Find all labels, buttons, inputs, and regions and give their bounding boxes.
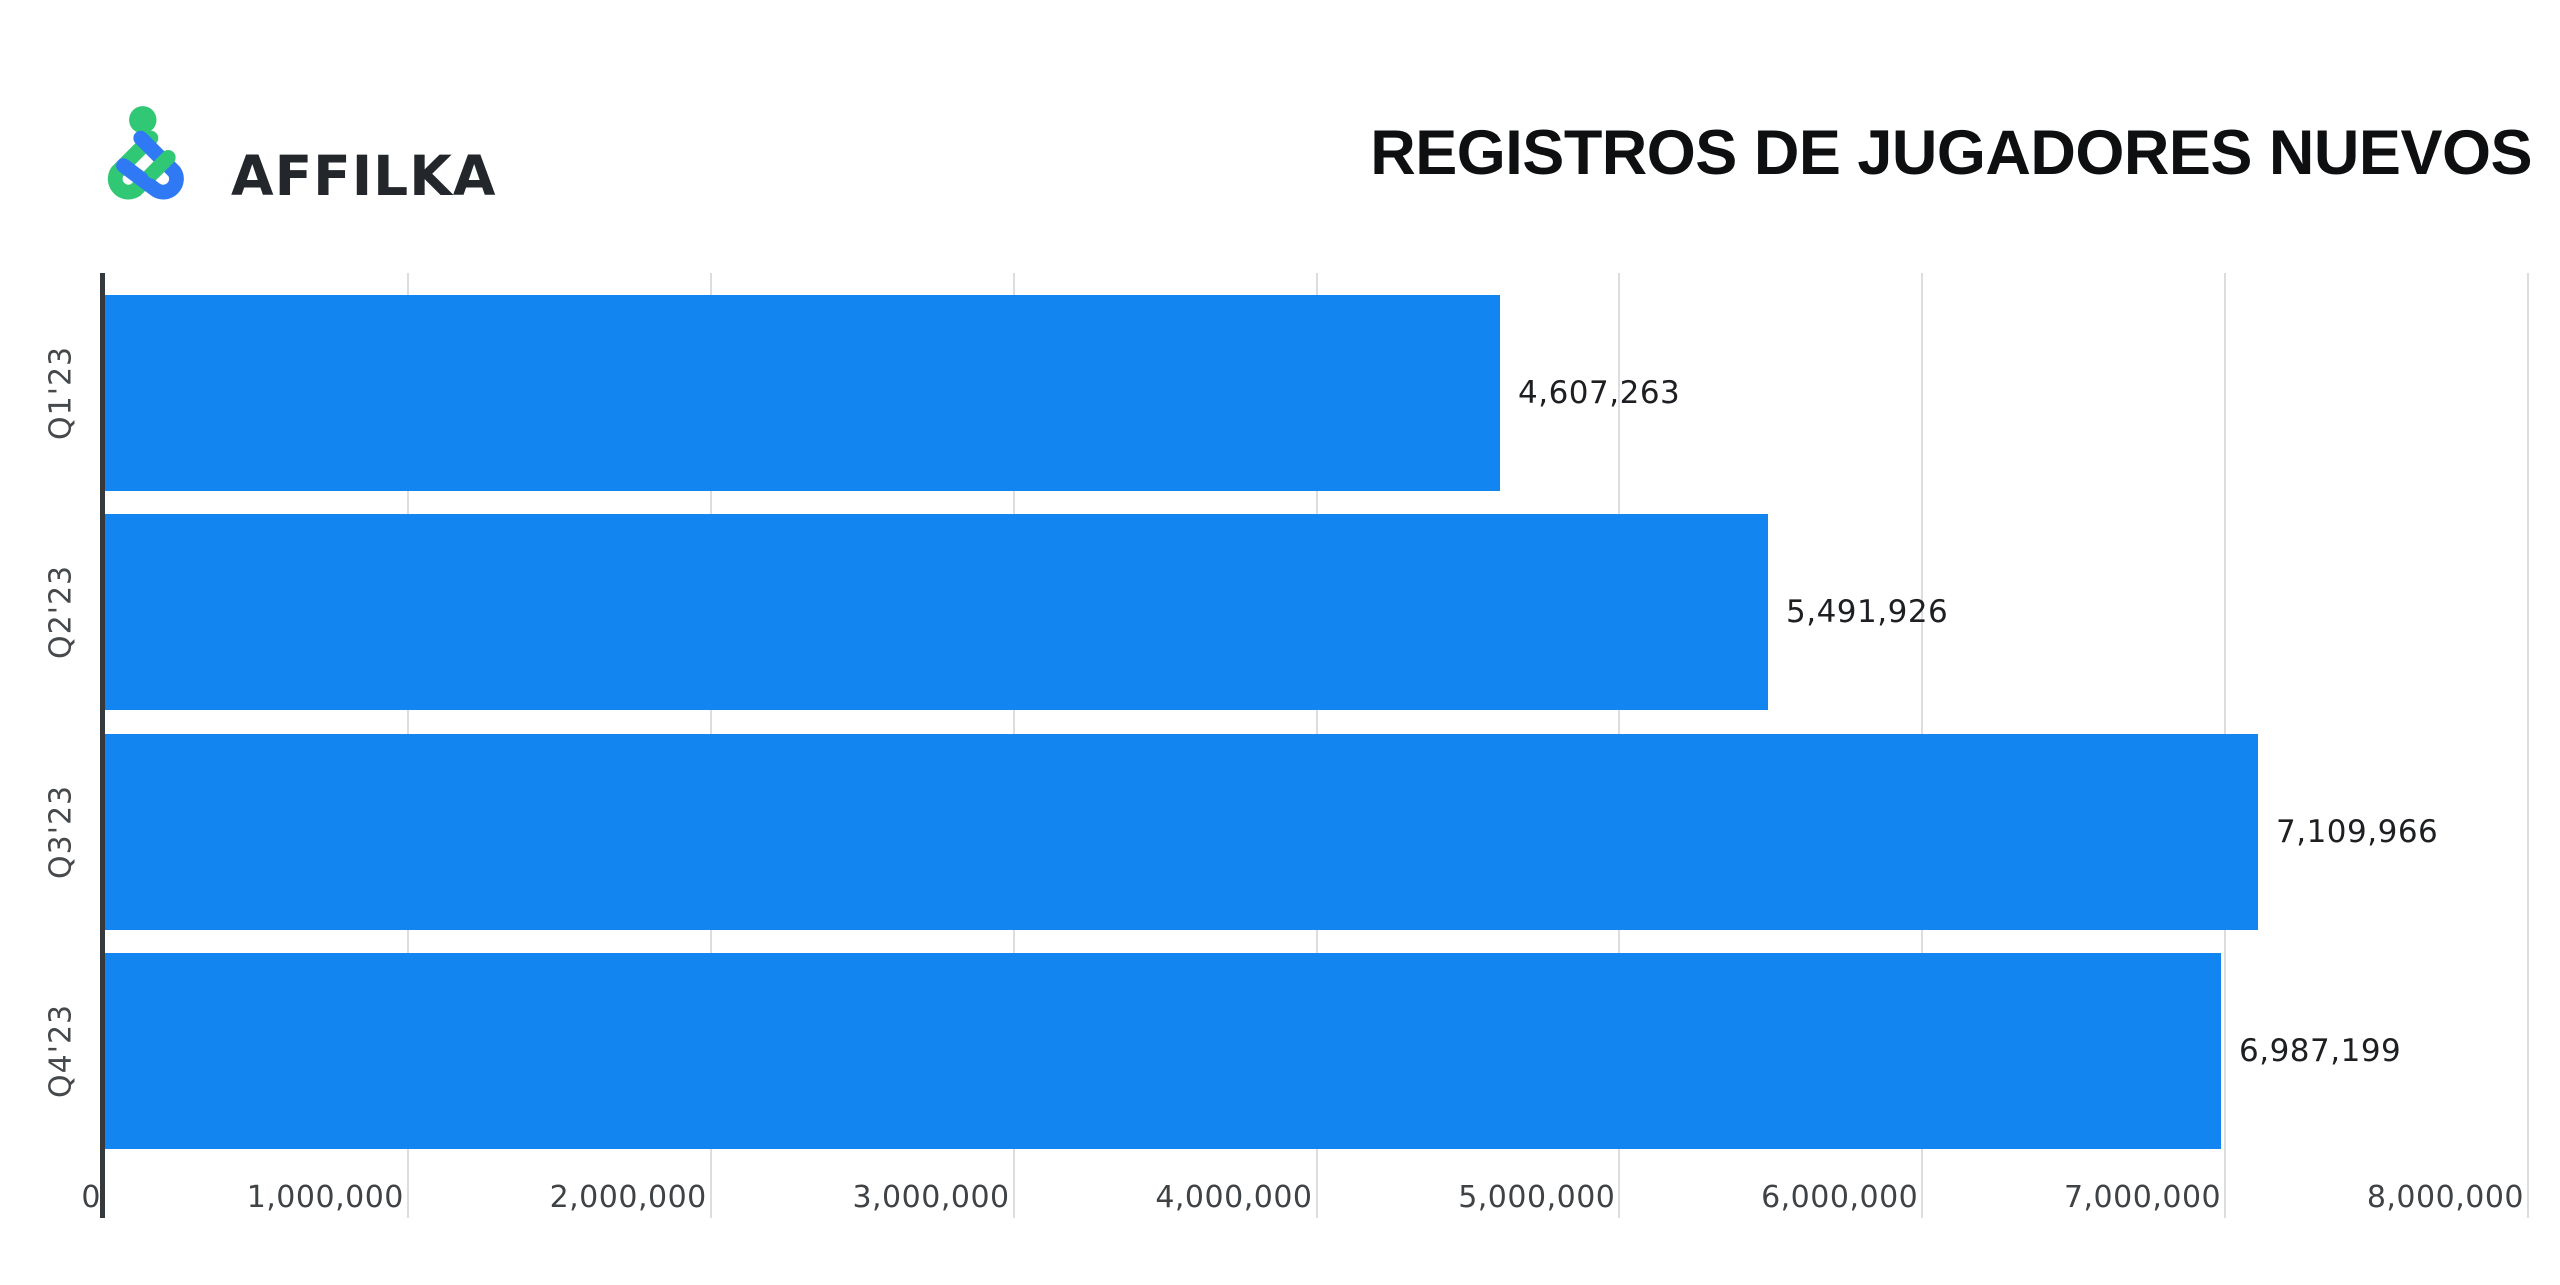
- x-axis-tick-label: 2,000,000: [549, 1180, 707, 1215]
- x-axis-tick-label: 8,000,000: [2366, 1180, 2524, 1215]
- bar-Q4'23: [105, 953, 2221, 1149]
- x-gridline: [2527, 273, 2529, 1218]
- affilka-wordmark: AFFILKA: [231, 144, 497, 208]
- x-axis-tick-label: 0: [81, 1180, 101, 1215]
- bar-value-label: 7,109,966: [2276, 814, 2439, 850]
- bar-Q2'23: [105, 514, 1768, 710]
- bar-value-label: 6,987,199: [2239, 1033, 2402, 1069]
- y-axis-category-label: Q3'23: [43, 784, 79, 880]
- plot-area: 0 1,000,000 2,000,000 3,000,000 4,000,000 5,0…: [44, 273, 2540, 1218]
- bar-Q1'23: [105, 295, 1500, 491]
- bar-Q3'23: [105, 734, 2258, 930]
- affilka-logo: AFFILKA: [95, 92, 496, 230]
- x-axis-tick-label: 4,000,000: [1155, 1180, 1313, 1215]
- green-dot-icon: [129, 106, 157, 134]
- bar-value-label: 4,607,263: [1518, 375, 1681, 411]
- x-axis-tick-label: 3,000,000: [852, 1180, 1010, 1215]
- x-axis-tick-label: 5,000,000: [1458, 1180, 1616, 1215]
- y-axis-category-label: Q1'23: [43, 345, 79, 441]
- chart-title: REGISTROS DE JUGADORES NUEVOS: [1370, 118, 2532, 188]
- y-axis-line: [100, 273, 105, 1218]
- x-axis-tick-label: 6,000,000: [1761, 1180, 1919, 1215]
- y-axis-category-label: Q4'23: [43, 1003, 79, 1099]
- interlocked-links-icon: [107, 130, 184, 200]
- bar-value-label: 5,491,926: [1786, 594, 1949, 630]
- y-axis-category-label: Q2'23: [43, 564, 79, 660]
- x-axis-tick-label: 1,000,000: [246, 1180, 404, 1215]
- x-axis-tick-label: 7,000,000: [2063, 1180, 2222, 1215]
- affilka-logo-icon: [107, 106, 184, 200]
